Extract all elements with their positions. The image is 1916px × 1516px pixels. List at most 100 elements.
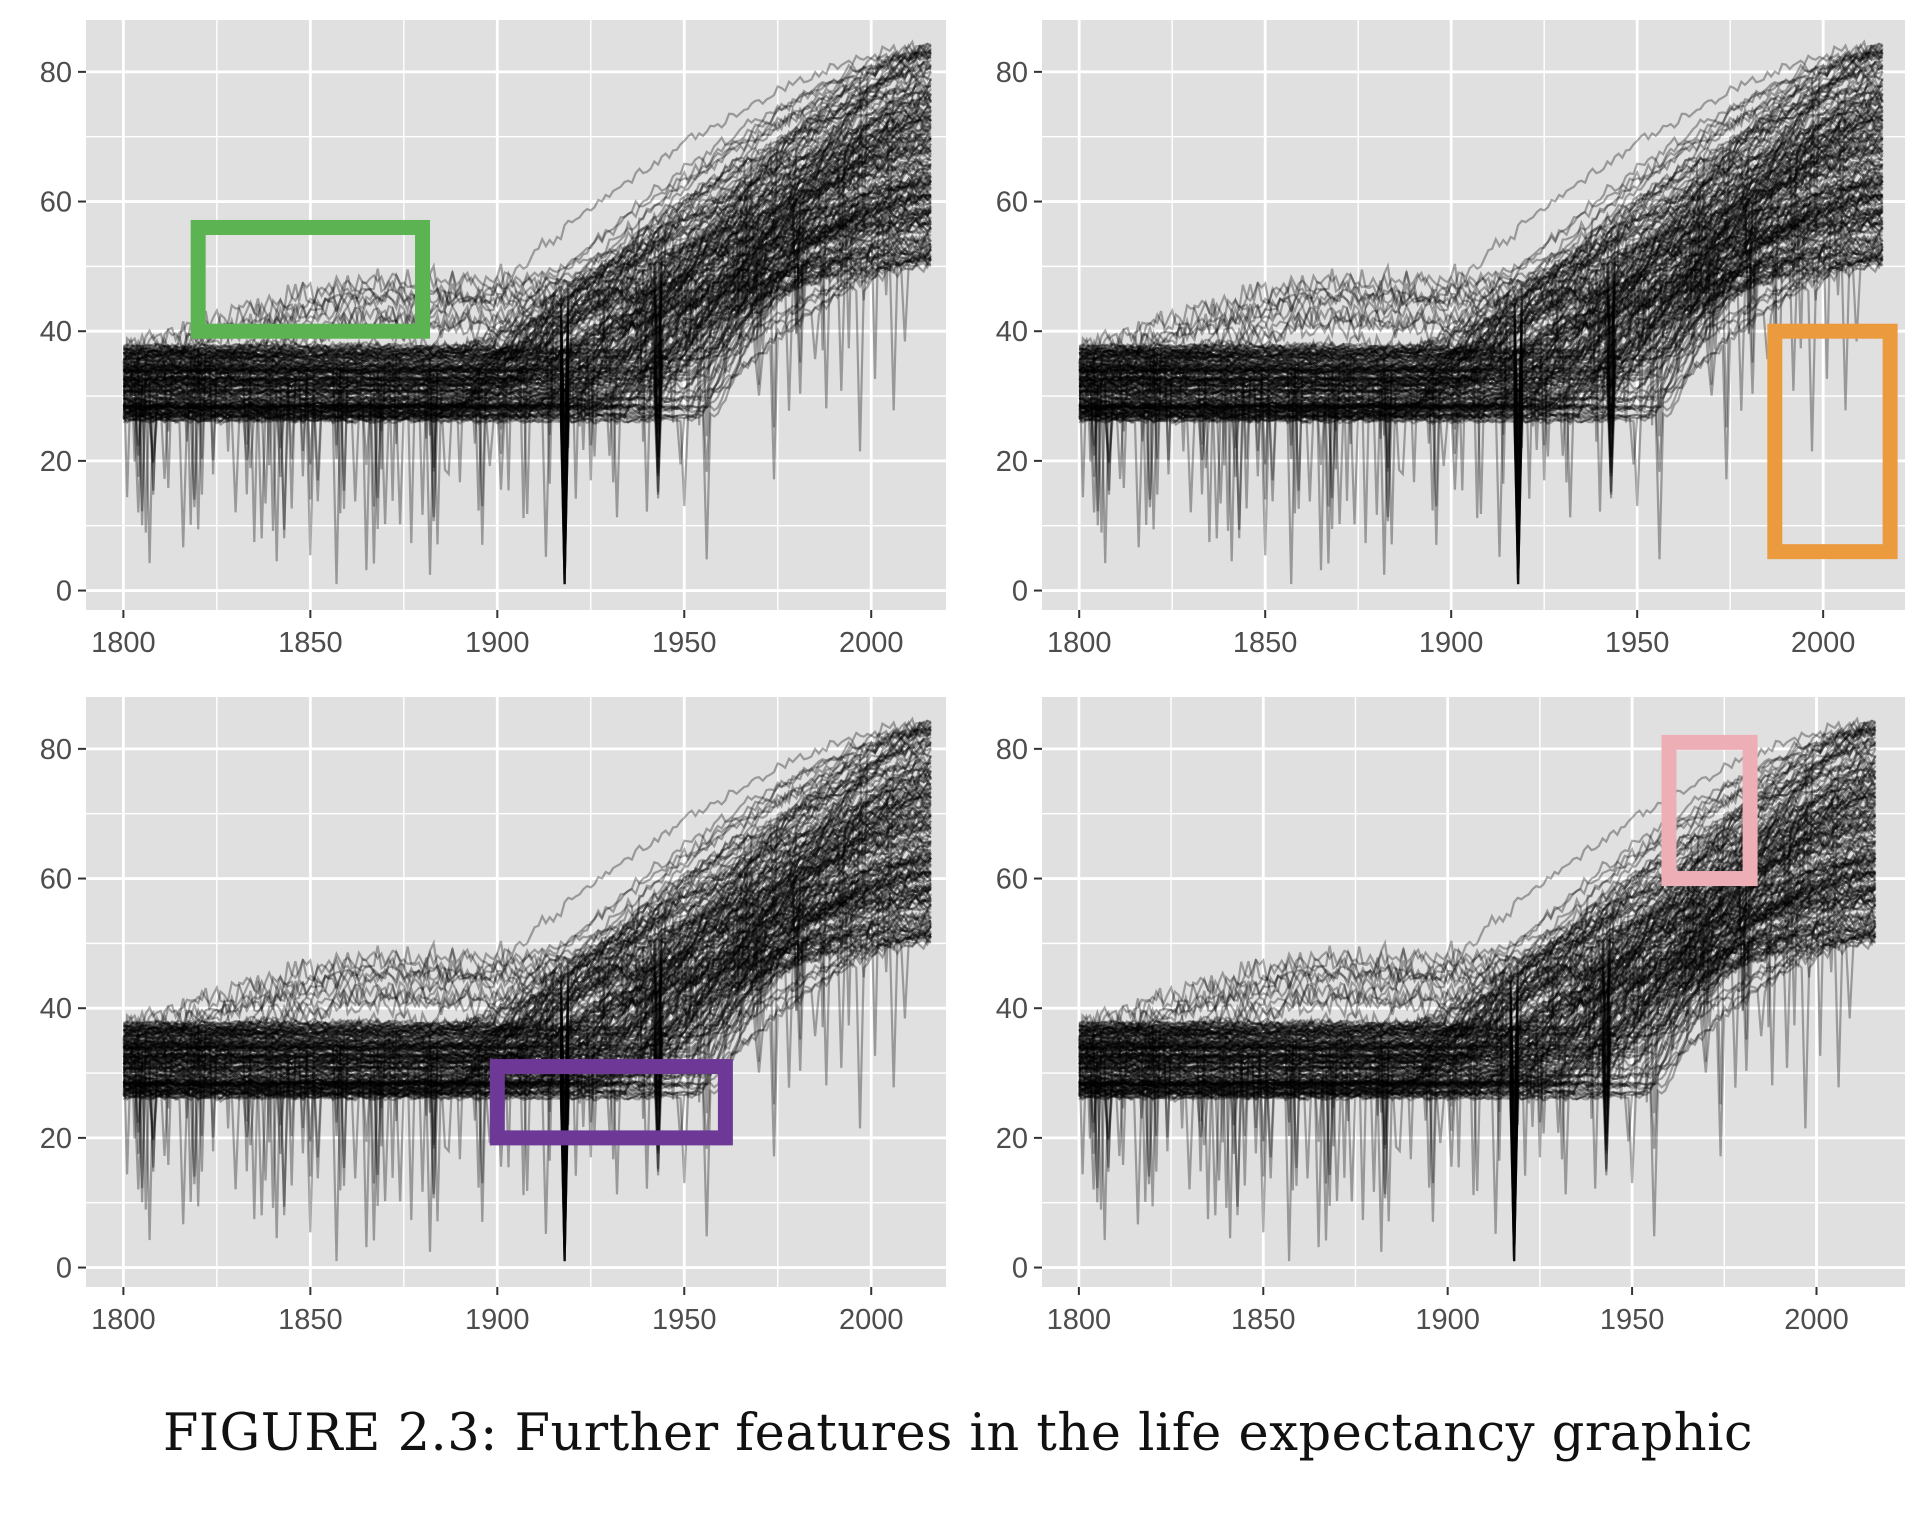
- country-line: [123, 88, 932, 410]
- y-tick-label: 20: [996, 1123, 1028, 1155]
- y-tick-label: 60: [40, 187, 72, 219]
- country-line: [123, 175, 932, 533]
- panel-bottom-right: 1800 1850 1900 1950 2000 0 20 40 60 80: [996, 697, 1905, 1336]
- country-line: [1078, 211, 1883, 383]
- country-line: [123, 766, 932, 1196]
- country-line: [1078, 188, 1884, 539]
- country-line: [1077, 858, 1877, 1075]
- country-line: [1079, 90, 1884, 549]
- plot-background: [1042, 697, 1905, 1287]
- country-line: [123, 157, 932, 459]
- country-line: [122, 884, 932, 1262]
- country-line: [123, 741, 932, 1208]
- country-line: [123, 142, 933, 454]
- country-line: [1078, 91, 1884, 415]
- country-line: [1078, 857, 1876, 1219]
- country-line: [1078, 226, 1884, 546]
- country-line: [122, 232, 932, 454]
- country-line: [122, 49, 932, 544]
- country-line: [122, 728, 932, 1065]
- country-line: [123, 90, 933, 549]
- country-line: [1078, 119, 1884, 505]
- country-line: [1078, 59, 1884, 541]
- country-line: [123, 194, 932, 377]
- country-line: [122, 793, 932, 1114]
- country-line: [1079, 197, 1884, 474]
- country-line: [122, 901, 932, 1068]
- country-line: [123, 164, 932, 430]
- country-line: [122, 114, 932, 490]
- country-line: [1079, 255, 1883, 537]
- country-line: [1078, 109, 1884, 570]
- country-line: [122, 929, 932, 1059]
- country-line: [1079, 81, 1884, 452]
- country-line: [1078, 59, 1884, 514]
- country-line: [122, 77, 932, 461]
- country-line: [1078, 176, 1884, 522]
- country-line: [1078, 135, 1884, 585]
- country-line: [1078, 199, 1884, 421]
- country-line: [123, 840, 932, 1089]
- country-line: [123, 777, 932, 1169]
- country-line: [123, 256, 932, 419]
- country-line: [1078, 908, 1877, 1089]
- y-tick-label: 80: [40, 57, 72, 89]
- country-line: [1078, 53, 1884, 495]
- country-line: [1078, 871, 1877, 1054]
- country-line: [122, 187, 932, 492]
- x-tick-label: 1900: [1415, 1304, 1480, 1336]
- country-line: [1078, 213, 1884, 585]
- country-line: [123, 180, 932, 462]
- country-line: [123, 917, 932, 1126]
- country-line: [1078, 929, 1877, 1059]
- country-line: [122, 157, 932, 469]
- country-line: [1078, 101, 1884, 504]
- country-line: [122, 50, 932, 515]
- country-line: [122, 119, 932, 505]
- country-line: [123, 64, 932, 531]
- country-line: [123, 204, 932, 511]
- country-line: [123, 762, 932, 1241]
- country-line: [1078, 51, 1884, 388]
- x-tick-label: 1850: [1233, 627, 1298, 659]
- country-line: [1078, 191, 1884, 500]
- country-line: [1078, 820, 1877, 1202]
- country-line: [123, 197, 932, 474]
- country-line: [123, 771, 932, 1040]
- highlight-box-green: [190, 219, 431, 339]
- country-line: [1079, 142, 1884, 454]
- country-line: [122, 826, 932, 1081]
- country-line: [122, 834, 932, 1143]
- country-line: [122, 820, 932, 1202]
- x-tick-label: 1900: [465, 1304, 530, 1336]
- y-tick-label: 0: [56, 1253, 72, 1285]
- country-line: [1078, 94, 1883, 376]
- country-line: [1079, 178, 1884, 446]
- country-line: [123, 85, 932, 564]
- country-line: [1078, 137, 1884, 468]
- country-line: [1078, 117, 1884, 543]
- country-line: [1078, 99, 1884, 545]
- country-line: [123, 810, 932, 1189]
- country-line: [123, 177, 932, 391]
- country-line: [122, 881, 932, 1094]
- country-line: [123, 188, 932, 539]
- x-tick-label: 1850: [278, 1304, 343, 1336]
- country-line: [123, 932, 932, 1097]
- country-line: [123, 133, 932, 512]
- country-line: [1078, 143, 1884, 525]
- country-line: [1078, 149, 1884, 404]
- country-line: [1079, 162, 1884, 432]
- country-line: [123, 218, 932, 385]
- x-tick-label: 2000: [839, 1304, 904, 1336]
- country-line: [1078, 133, 1883, 491]
- country-line: [1078, 202, 1884, 442]
- country-line: [1078, 848, 1877, 1179]
- country-line: [123, 127, 932, 564]
- country-line: [1078, 146, 1884, 507]
- country-line: [123, 176, 932, 522]
- country-line: [122, 736, 932, 1218]
- country-line: [122, 224, 932, 391]
- country-line: [122, 59, 932, 541]
- country-line: [122, 171, 932, 395]
